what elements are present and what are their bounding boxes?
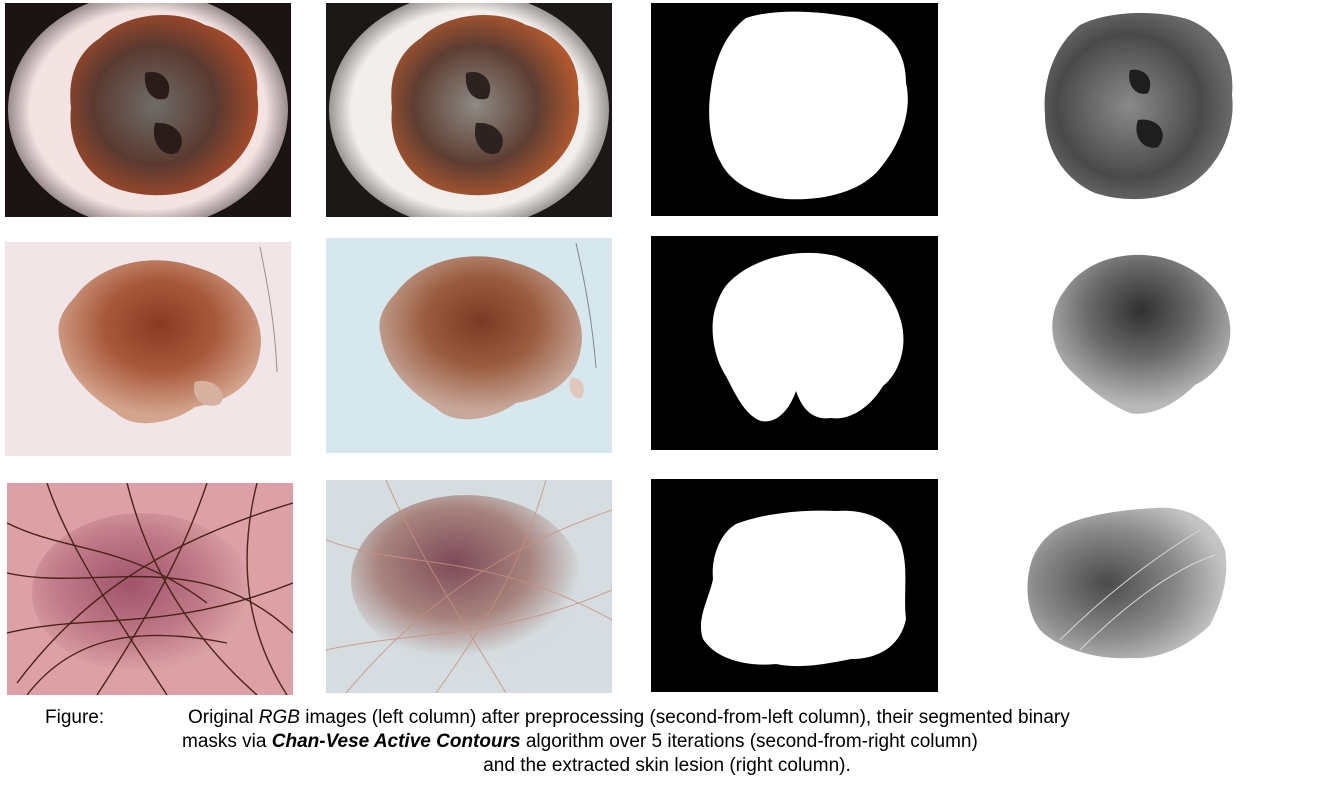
row1-binary-mask	[651, 3, 938, 216]
caption-line-1-pre: Original	[188, 707, 259, 728]
row1-preprocessed-image	[326, 3, 612, 217]
caption-line-2-pre: masks via	[182, 731, 272, 752]
caption-algorithm-name: Chan-Vese Active Contours	[271, 731, 521, 752]
row2-original-image	[5, 242, 291, 456]
caption-label: Figure:	[45, 707, 105, 728]
row2-extracted-lesion	[1035, 245, 1235, 420]
row1-extracted-lesion	[1030, 5, 1240, 205]
caption-line-1-post: images (left column) after preprocessing…	[299, 707, 1070, 728]
caption-line-2-post: algorithm over 5 iterations (second-from…	[520, 731, 978, 752]
row3-preprocessed-image	[326, 480, 612, 693]
row3-original-image	[7, 483, 293, 695]
row2-preprocessed-image	[326, 238, 612, 453]
row3-extracted-lesion	[1020, 500, 1230, 660]
row3-binary-mask	[651, 479, 938, 692]
row2-binary-mask	[651, 236, 938, 450]
caption-rgb-term: RGB	[258, 707, 300, 728]
row1-original-image	[5, 3, 291, 217]
caption-line-1: Original RGB images (left column) after …	[188, 706, 1070, 730]
caption-line-3: and the extracted skin lesion (right col…	[483, 755, 851, 776]
caption-line-2: masks via Chan-Vese Active Contours algo…	[182, 730, 978, 754]
